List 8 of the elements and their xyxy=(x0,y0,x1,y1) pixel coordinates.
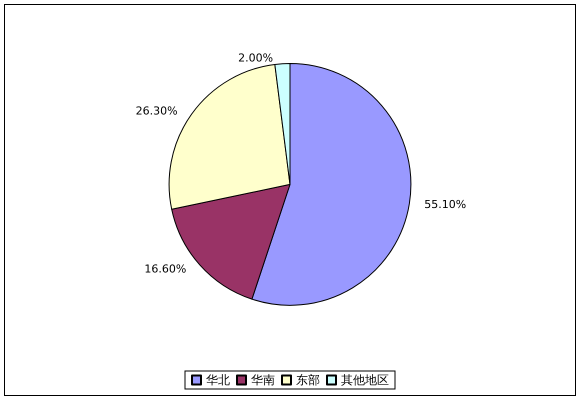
legend-label: 东部 xyxy=(296,373,320,387)
data-label: 26.30% xyxy=(136,104,178,118)
legend-label: 华北 xyxy=(206,373,230,387)
legend-label: 华南 xyxy=(251,373,275,387)
data-label: 55.10% xyxy=(424,198,466,212)
data-label: 2.00% xyxy=(238,51,274,64)
legend-label: 其他地区 xyxy=(341,373,389,387)
data-label: 16.60% xyxy=(144,262,186,276)
